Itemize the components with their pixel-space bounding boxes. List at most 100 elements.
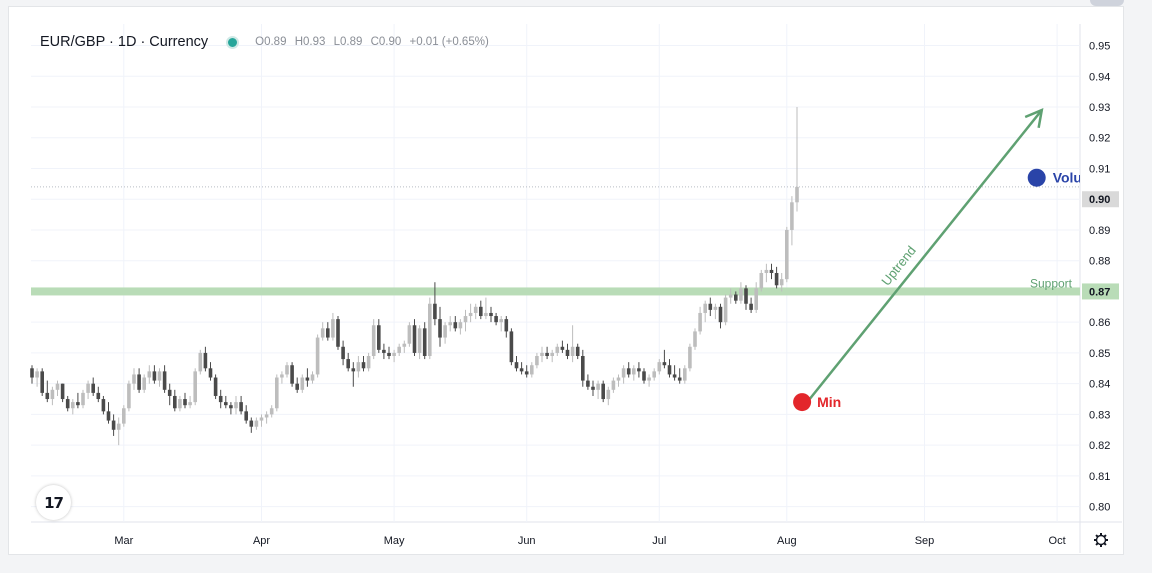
time-axis[interactable]: Mar Apr May Jun Jul Aug Sep Oct [114, 533, 1108, 547]
candle-body [412, 325, 417, 353]
candle [565, 343, 570, 360]
candle-body [157, 371, 162, 381]
candle-body [703, 303, 707, 313]
price-tick-label: 0.89 [1089, 225, 1110, 237]
time-tick-label: Aug [777, 535, 797, 547]
candle-body [739, 288, 743, 301]
candle [718, 303, 723, 329]
candle-body [734, 294, 738, 301]
candle [642, 368, 646, 384]
candle [723, 294, 728, 326]
symbol-legend: EUR/GBP · 1D · Currency O0.89 H0.93 L0.8… [40, 33, 494, 51]
candle-body [453, 322, 458, 329]
market-status-dot [226, 35, 240, 49]
candle [326, 322, 330, 341]
candle [315, 334, 320, 378]
candle-body [632, 368, 636, 375]
candle [637, 362, 641, 378]
candle [494, 312, 498, 326]
candle [688, 343, 692, 372]
candle-body [249, 420, 254, 427]
price-axis[interactable]: 0.95 0.94 0.93 0.92 0.91 0.89 0.88 0.86 0.85 0.84… [1082, 41, 1119, 514]
candle-body [116, 423, 121, 430]
candle [479, 300, 483, 320]
time-tick-label: Sep [915, 535, 935, 547]
candle-body [35, 371, 39, 378]
candle-body [693, 331, 697, 347]
candle-body [417, 328, 422, 353]
high-label: H [294, 36, 303, 48]
candle [703, 300, 707, 323]
candle-body [611, 380, 616, 390]
time-tick-label: Mar [114, 535, 133, 547]
candle-body [672, 374, 677, 378]
candle-body [790, 202, 794, 230]
candle-body [438, 319, 442, 338]
candle-body [458, 322, 463, 329]
candle [790, 196, 794, 246]
candle-body [55, 383, 60, 390]
candle-body [173, 395, 177, 409]
candle [132, 368, 136, 390]
candle-body [519, 368, 524, 372]
candle [310, 371, 315, 384]
candle [229, 402, 233, 415]
candle [341, 340, 345, 366]
low-value: 0.89 [340, 36, 363, 48]
candle [76, 392, 80, 409]
candle [693, 328, 697, 350]
candle-body [30, 368, 34, 378]
candle-body [662, 362, 667, 366]
candle-body [708, 303, 713, 310]
candle-body [392, 352, 396, 356]
candle-body [377, 325, 381, 350]
candle-body [428, 303, 432, 356]
candle-body [575, 346, 580, 356]
candle-body [193, 371, 197, 403]
candle-body [468, 312, 473, 317]
candle [397, 343, 401, 356]
candle [280, 371, 284, 384]
candle [535, 352, 539, 369]
uptrend-label: Uptrend [878, 243, 919, 288]
gear-icon[interactable] [1094, 533, 1108, 547]
candle [40, 368, 44, 396]
tradingview-logo-icon[interactable]: 17 [36, 485, 71, 520]
candle-body [86, 383, 90, 393]
candle-body [667, 365, 672, 375]
candle [183, 392, 187, 409]
ohlc-readout: O0.89 H0.93 L0.89 C0.90 +0.01 (+0.65%) [255, 36, 494, 48]
candle-body [509, 331, 514, 363]
candle-body [479, 306, 483, 317]
candle [509, 328, 514, 366]
candle [147, 365, 152, 384]
candle-body [774, 273, 779, 286]
candle-body [305, 377, 310, 381]
price-tick-label: 0.85 [1089, 348, 1110, 360]
candle [234, 395, 238, 415]
candle-body [555, 346, 560, 353]
price-tick-label: 0.88 [1089, 256, 1110, 268]
candle-body [336, 319, 340, 347]
candle [713, 303, 718, 320]
candle [106, 402, 111, 424]
candle-body [331, 319, 335, 338]
candle [754, 282, 758, 313]
candle-body [229, 405, 233, 409]
candle [514, 356, 519, 372]
candle [300, 374, 305, 393]
candle-body [606, 389, 611, 400]
candle-body [443, 325, 447, 338]
toolbar-button-partial[interactable] [1090, 0, 1124, 6]
candle [377, 319, 381, 353]
candle-body [397, 346, 401, 353]
time-tick-label: Jul [652, 535, 666, 547]
candle [606, 386, 611, 406]
candle-body [290, 365, 294, 384]
candle [417, 325, 422, 360]
candle-body [504, 319, 509, 332]
candle-body [356, 362, 361, 372]
candle-body [785, 229, 789, 280]
symbol-title[interactable]: EUR/GBP · 1D · Currency [40, 34, 209, 50]
